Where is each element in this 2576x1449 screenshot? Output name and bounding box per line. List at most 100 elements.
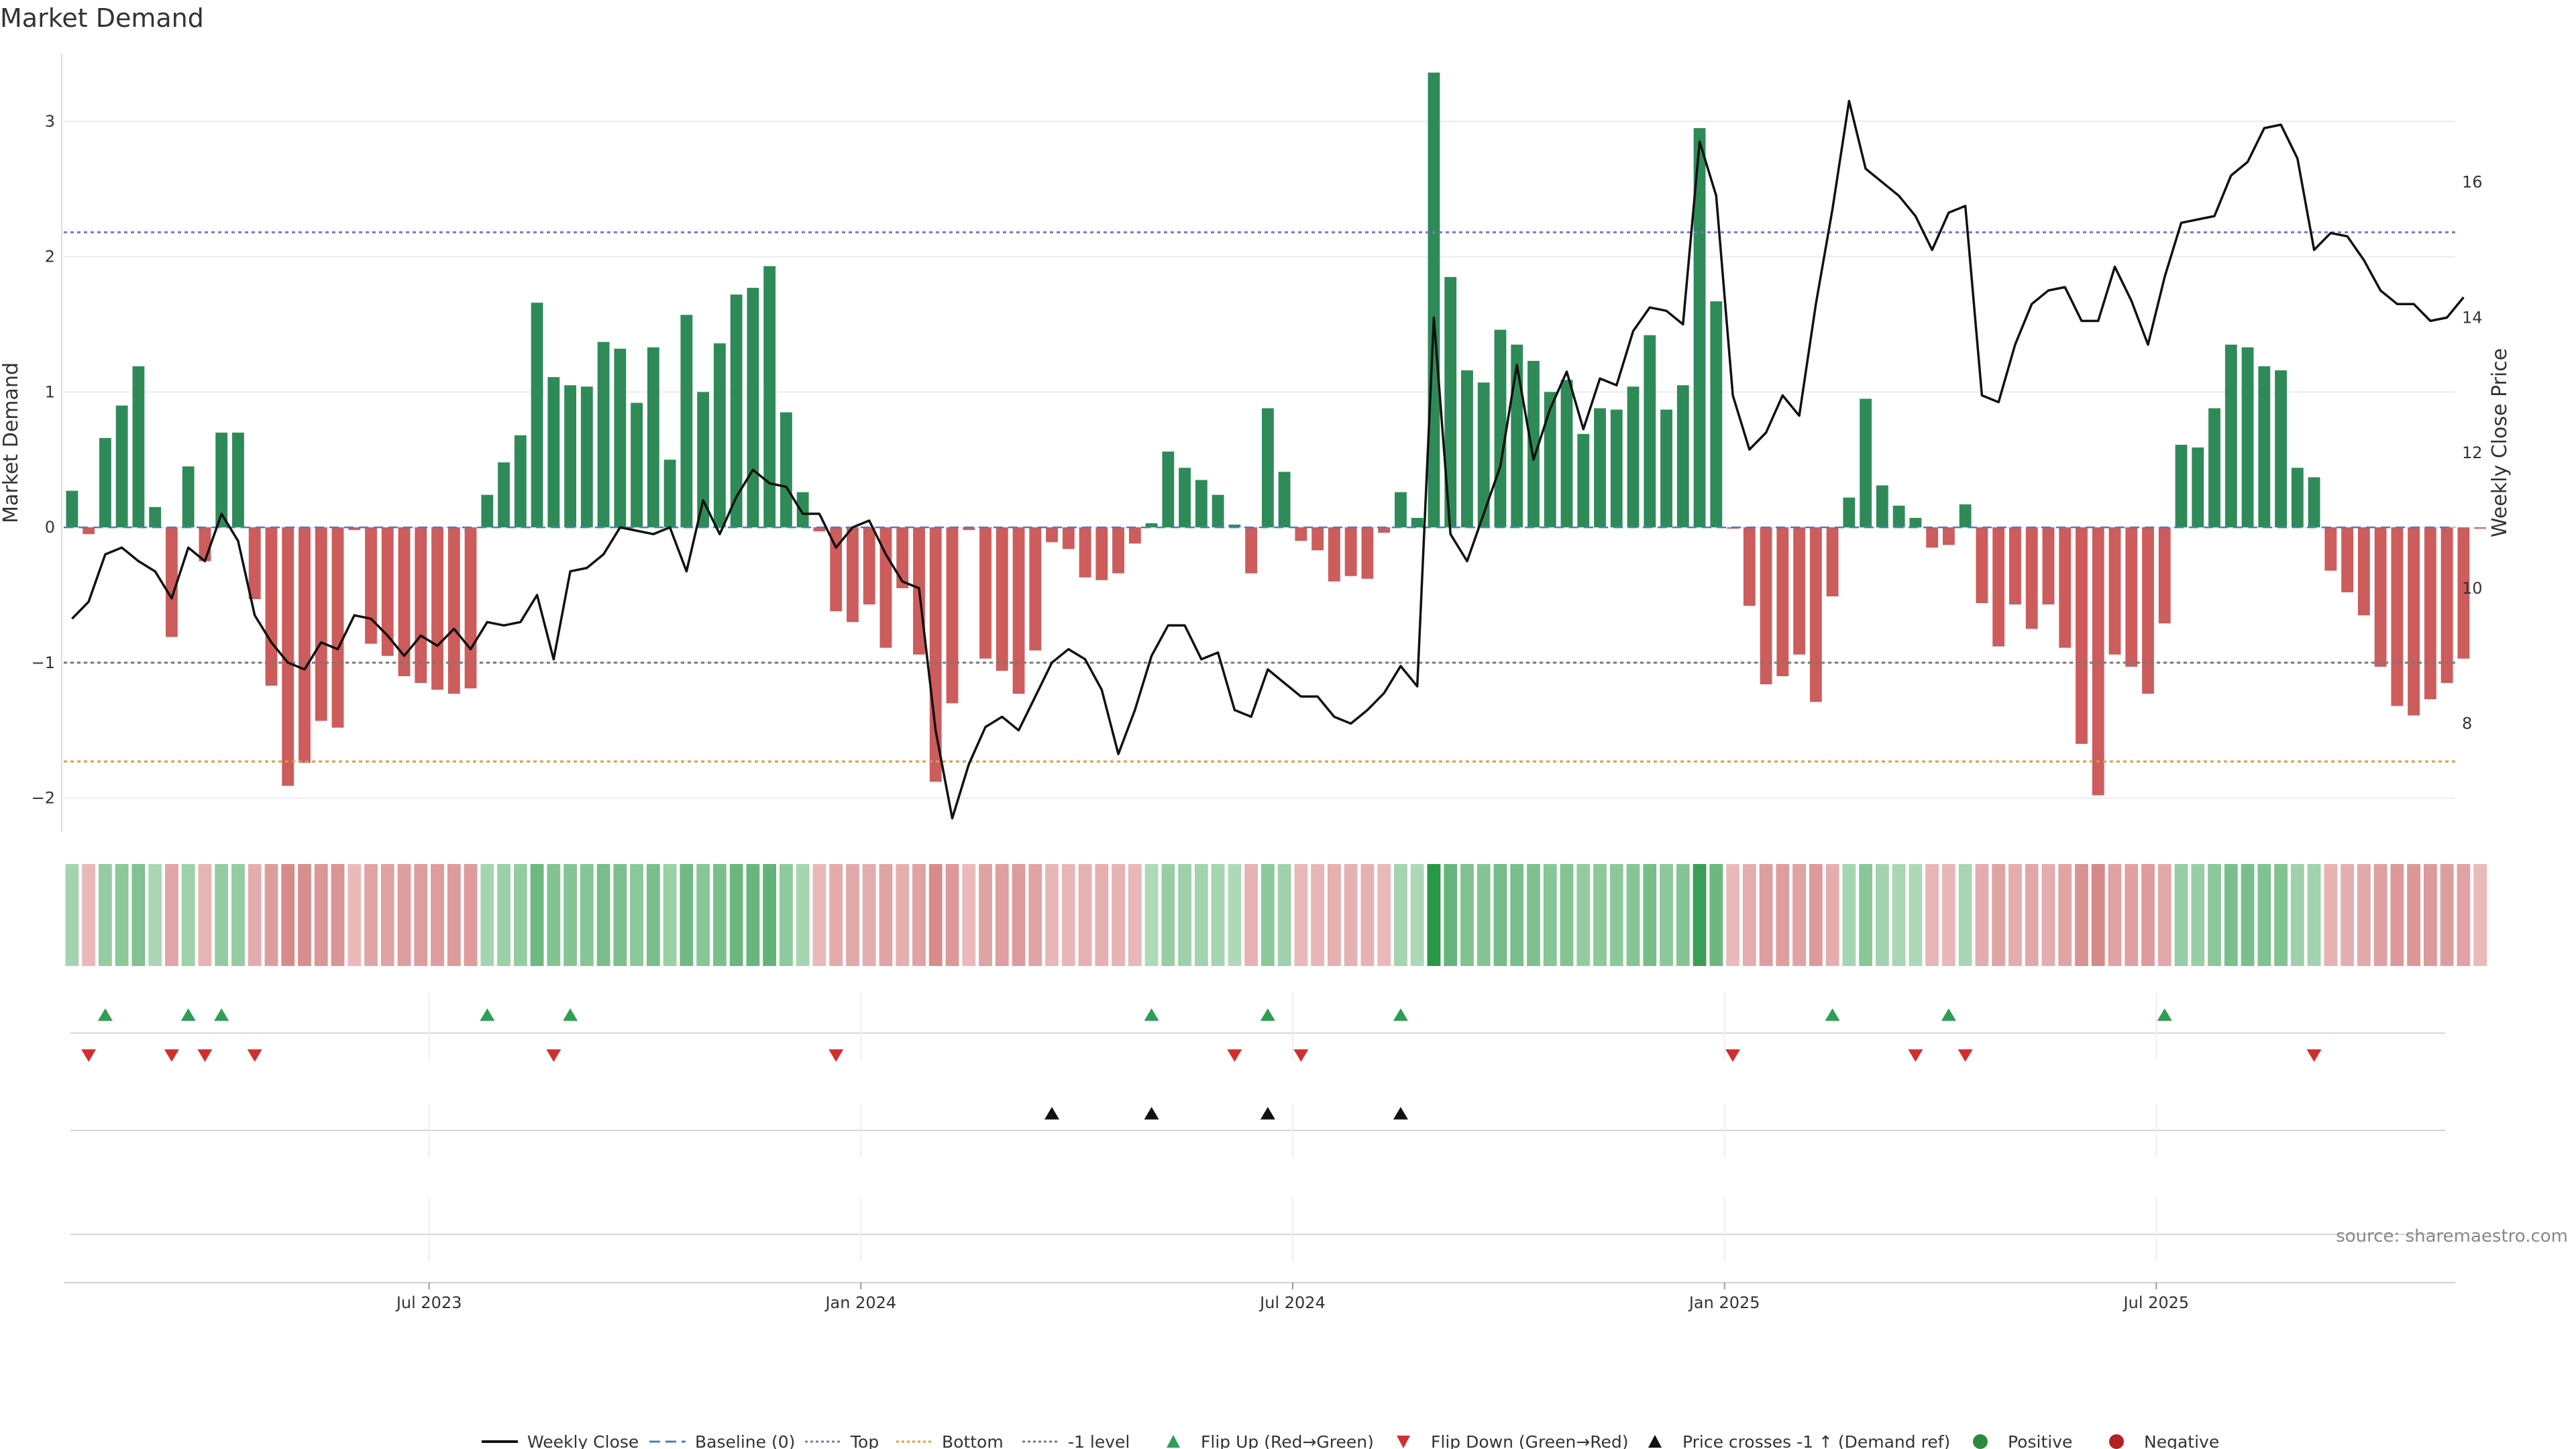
heat-cell [2473,864,2487,966]
demand-bar [780,412,792,528]
demand-bar [1245,527,1258,574]
demand-heat-strip [65,864,2487,966]
heat-cell [1560,864,1574,966]
demand-bar [2324,527,2337,571]
heat-cell [2141,864,2155,966]
demand-bar [1660,409,1672,528]
demand-bar [248,527,261,600]
demand-bar [1959,504,1972,528]
heat-cell [979,864,992,966]
heat-cell [2373,864,2387,966]
heat-cell [580,864,594,966]
legend-swatch [2109,1434,2124,1449]
heat-cell [231,864,245,966]
x-tick-label: Jan 2025 [1688,1293,1760,1312]
demand-bar [2125,527,2138,667]
demand-bar [614,348,627,528]
heat-cell [1792,864,1807,966]
demand-bar [348,527,361,531]
demand-bar [796,492,809,528]
flip-up-marker [214,1008,229,1021]
heat-cell [2324,864,2338,966]
demand-bar [381,527,394,656]
heat-cell [115,864,129,966]
demand-bar [713,343,726,528]
demand-bar [199,527,211,561]
demand-bar [1710,301,1723,528]
heat-cell [82,864,96,966]
heat-cell [2357,864,2371,966]
demand-bar [1992,527,2005,647]
reference-lines [64,231,2455,763]
heat-cell [829,864,843,966]
demand-bar [2374,527,2387,667]
demand-bar [830,527,843,612]
source-note: source: sharemaestro.com [2336,1226,2568,1246]
heat-cell [1410,864,1424,966]
heat-cell [431,864,444,966]
demand-bar [182,466,195,528]
heat-cell [1626,864,1640,966]
heat-cell [1277,864,1291,966]
demand-bar [896,527,909,588]
y-tick-label: 2 [45,248,55,266]
heat-cell [1444,864,1458,966]
heat-cell [613,864,627,966]
heat-cell [1842,864,1856,966]
heat-cell [680,864,694,966]
demand-bar [1079,527,1091,578]
legend-label: -1 level [1068,1432,1130,1449]
heat-cell [2191,864,2205,966]
demand-bar [1029,527,1042,651]
demand-bar [1594,408,1606,528]
heat-cell [646,864,660,966]
heat-cell [1460,864,1474,966]
heat-cell [1510,864,1524,966]
heat-cell [1693,864,1707,966]
demand-bar [547,377,560,528]
y2-tick-label: 14 [2462,308,2483,327]
heat-cell [1028,864,1042,966]
demand-bar [1095,527,1108,580]
demand-bar [1644,335,1656,528]
demand-bar [2408,527,2420,716]
demand-bar [1195,480,1208,528]
demand-bar [1760,527,1772,685]
demand-bar [1627,386,1640,528]
demand-bar [1062,527,1075,549]
legend-swatch [1167,1435,1180,1448]
heat-cell [1211,864,1225,966]
heat-cell [1776,864,1790,966]
heat-cell [1975,864,1989,966]
demand-bar [2042,527,2055,605]
heat-cell [2174,864,2188,966]
demand-bar [1876,485,1888,528]
demand-bar [531,303,543,528]
flip-up-marker [480,1008,495,1021]
demand-bar [1145,523,1158,528]
price-cross-marker [1144,1107,1159,1120]
demand-bar [83,527,95,535]
heat-cell [564,864,577,966]
heat-cell [314,864,328,966]
heat-cell [1377,864,1391,966]
demand-bar [1743,527,1756,606]
demand-bar [747,288,759,528]
event-markers [70,1008,2445,1235]
y-tick-label: −1 [32,653,55,672]
demand-bar [1278,472,1291,528]
legend-label: Positive [2008,1432,2072,1449]
demand-bar [2424,527,2436,700]
heat-cell [148,864,162,966]
heat-cell [696,864,710,966]
flip-up-marker [1260,1008,1275,1021]
demand-bar [1344,527,1357,576]
demand-bar [415,527,427,684]
demand-bar [580,386,593,528]
heat-cell [497,864,511,966]
demand-bar [2341,527,2353,592]
demand-bar [66,490,78,528]
y-tick-label: 3 [45,112,55,131]
heat-cell [1593,864,1607,966]
demand-bar [946,527,959,704]
